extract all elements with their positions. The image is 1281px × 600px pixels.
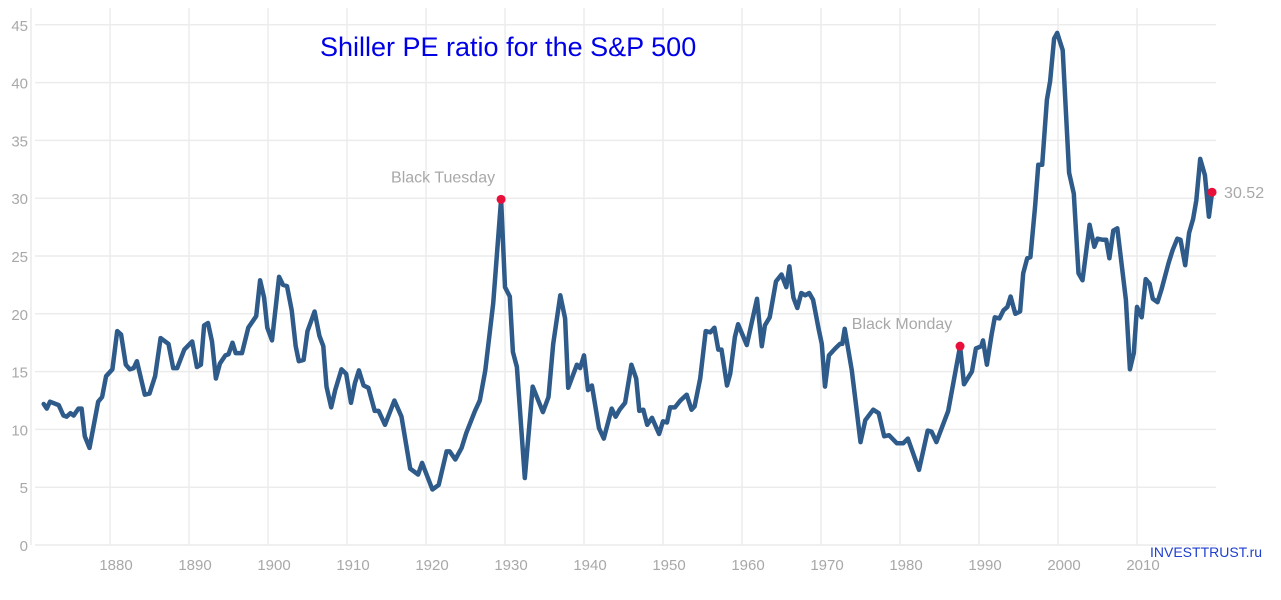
x-tick-label: 1890 [178,557,211,574]
annotation-label: 30.52 [1224,185,1264,202]
x-tick-label: 1980 [889,557,922,574]
y-axis-ticks: 0 5 10 15 20 25 30 35 40 45 [11,18,28,555]
annotations: Black Tuesday Black Monday 30.52 [391,169,1264,351]
x-tick-label: 1880 [99,557,132,574]
x-tick-label: 1970 [810,557,843,574]
x-tick-label: 1900 [257,557,290,574]
y-tick-label: 25 [11,249,28,266]
x-axis-ticks: 1880 1890 1900 1910 1920 1930 1940 1950 1960 1970… [99,557,1159,574]
x-tick-label: 2010 [1126,557,1159,574]
x-tick-label: 1950 [652,557,685,574]
x-tick-label: 1940 [573,557,606,574]
y-tick-label: 45 [11,18,28,35]
annotation-label: Black Tuesday [391,169,495,186]
annotation-marker [955,341,965,351]
watermark: INVESTTRUST.ru [1150,544,1262,560]
annotation-marker [496,194,506,204]
y-tick-label: 0 [20,538,28,555]
annotation-marker [1207,187,1217,197]
x-tick-label: 2000 [1047,557,1080,574]
chart-title: Shiller PE ratio for the S&P 500 [320,32,696,62]
x-tick-label: 1960 [731,557,764,574]
y-tick-label: 35 [11,133,28,150]
y-tick-label: 15 [11,365,28,382]
x-tick-label: 1910 [336,557,369,574]
x-tick-label: 1920 [415,557,448,574]
grid [30,8,1216,546]
annotation-label: Black Monday [852,316,953,333]
y-tick-label: 20 [11,307,28,324]
y-tick-label: 40 [11,76,28,93]
y-tick-label: 10 [11,422,28,439]
series-line-shiller-pe [41,30,1215,492]
y-tick-label: 5 [20,480,28,497]
x-tick-label: 1990 [968,557,1001,574]
y-tick-label: 30 [11,191,28,208]
x-tick-label: 1930 [494,557,527,574]
